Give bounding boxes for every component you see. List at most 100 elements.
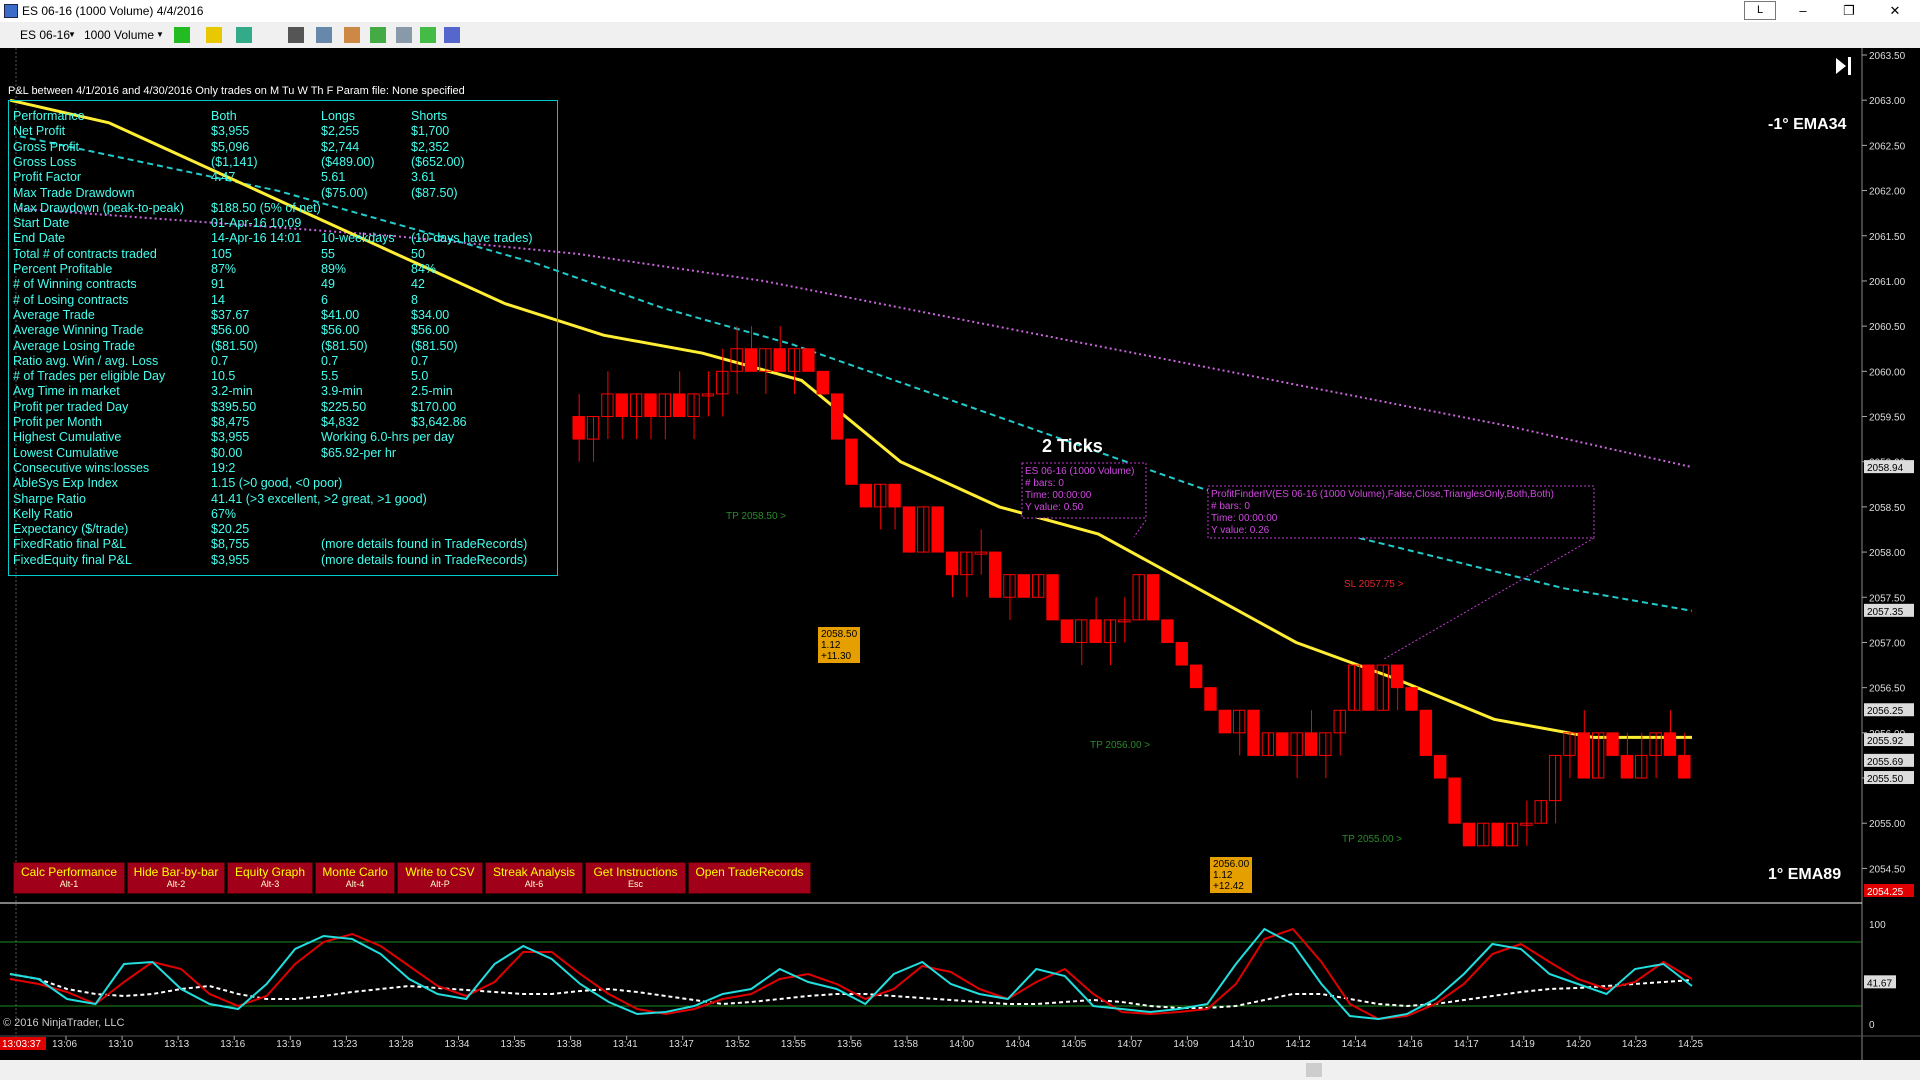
price-tag-label: 2055.92	[1867, 736, 1904, 747]
zoom-icon[interactable]	[316, 27, 332, 43]
instrument-selector[interactable]: ES 06-16	[20, 28, 71, 42]
price-tick-label: 2061.50	[1869, 232, 1906, 243]
data-box-icon[interactable]	[396, 27, 412, 43]
button-hotkey: Alt-1	[59, 879, 79, 889]
stats-row-value: ($75.00)	[321, 185, 368, 200]
candle-body	[802, 348, 815, 372]
button-get-instructions[interactable]: Get Instructions Esc	[585, 862, 686, 894]
tooltip-pointer	[1383, 537, 1595, 660]
price-tick-label: 2063.00	[1869, 96, 1906, 107]
stats-row-value: 49	[321, 277, 335, 292]
candle-body	[1017, 574, 1030, 598]
stats-row-label: Expectancy ($/trade)	[13, 522, 129, 537]
stats-row-value: $3,642.86	[411, 415, 467, 429]
oscillator-tag	[1864, 975, 1896, 989]
time-tick-label: 14:17	[1454, 1039, 1479, 1050]
button-label: Streak Analysis	[492, 865, 576, 879]
scroll-to-end-icon[interactable]	[1836, 57, 1851, 75]
close-button[interactable]: ✕	[1889, 3, 1901, 18]
stats-row-value: 14	[211, 292, 225, 307]
stats-row-label: Sharpe Ratio	[13, 491, 86, 506]
price-tick-label: 2060.00	[1869, 367, 1906, 378]
restore-button[interactable]: ❐	[1843, 3, 1855, 18]
button-calc-performance[interactable]: Calc Performance Alt-1	[13, 862, 125, 894]
time-tick-label: 14:14	[1342, 1039, 1367, 1050]
time-tick-label: 13:38	[557, 1039, 582, 1050]
button-write-to-csv[interactable]: Write to CSV Alt-P	[397, 862, 483, 894]
horizontal-scrollbar[interactable]	[0, 1060, 1920, 1080]
stats-row-value: 19:2	[211, 460, 236, 475]
stats-row-value: 2.5-min	[411, 384, 453, 399]
time-tick-label: 14:04	[1005, 1039, 1030, 1050]
button-equity-graph[interactable]: Equity Graph Alt-3	[227, 862, 313, 894]
trade-box-line: 2056.00	[1213, 859, 1250, 870]
stats-row-value: $2,744	[321, 139, 360, 154]
stats-row-value: 3.2-min	[211, 384, 253, 399]
drawing-tool-icon[interactable]	[206, 27, 222, 43]
candle-body	[1606, 732, 1619, 756]
oscillator-fast-line	[9, 927, 1693, 1021]
chevron-down-icon[interactable]: ▼	[156, 30, 164, 39]
tooltip-pointer	[1133, 519, 1147, 538]
tooltip-line: ES 06-16 (1000 Volume)	[1025, 466, 1135, 477]
trade-box-line: 2058.50	[821, 629, 858, 640]
price-tick-label: 2060.50	[1869, 322, 1906, 333]
candle-body	[830, 393, 844, 440]
stats-row-value: ($81.50)	[321, 338, 368, 353]
stats-column-header: Longs	[321, 109, 356, 123]
candle-body	[888, 483, 901, 508]
button-label: Hide Bar-by-bar	[133, 865, 219, 879]
time-tick-label: 14:10	[1229, 1039, 1254, 1050]
candle-body	[1175, 641, 1188, 666]
window-title: ES 06-16 (1000 Volume) 4/4/2016	[22, 4, 204, 18]
price-tag-p2	[1864, 733, 1914, 747]
stats-row-value: (more details found in TradeRecords)	[321, 552, 528, 567]
oscillator-tag-label: 41.67	[1867, 978, 1892, 989]
time-tick-label: 14:07	[1117, 1039, 1142, 1050]
trade-box-line: 1.12	[1213, 870, 1233, 881]
layout-button[interactable]: L	[1744, 1, 1776, 20]
trade-box-line: +12.42	[1213, 881, 1244, 892]
price-tick-label: 2054.50	[1869, 864, 1906, 875]
indicator-icon[interactable]	[236, 27, 252, 43]
stats-row-label: Start Date	[13, 216, 70, 231]
app-icon	[4, 4, 18, 18]
interval-selector[interactable]: 1000 Volume	[84, 28, 155, 42]
indicator-lines	[9, 98, 1693, 739]
price-tag-label: 2057.35	[1867, 607, 1904, 618]
time-tick-label: 13:13	[164, 1039, 189, 1050]
window-icon[interactable]	[444, 27, 460, 43]
candle-body	[1362, 664, 1375, 711]
button-streak-analysis[interactable]: Streak Analysis Alt-6	[485, 862, 583, 894]
tooltip-line: # bars: 0	[1211, 501, 1250, 512]
stats-row-value: 0.7	[211, 353, 229, 368]
stats-row-value: $3,955	[211, 124, 250, 139]
stats-row-value: 0.7	[411, 353, 429, 368]
bar-type-icon[interactable]	[174, 27, 190, 43]
price-axis: 2063.50 2063.00 2062.50 2062.00 2061.50 2061.…	[1862, 51, 1906, 875]
button-hide-bar-by-bar[interactable]: Hide Bar-by-bar Alt-2	[127, 862, 225, 894]
crosshair-icon[interactable]	[288, 27, 304, 43]
button-open-traderecords[interactable]: Open TradeRecords	[688, 862, 811, 894]
dollar-icon[interactable]	[420, 27, 436, 43]
stats-column-header: Both	[211, 109, 237, 123]
candle-body	[1563, 732, 1576, 756]
price-tick-label: 2058.00	[1869, 548, 1906, 559]
stats-row-value: ($489.00)	[321, 154, 375, 169]
scrollbar-thumb[interactable]	[1306, 1063, 1322, 1077]
price-tag-current	[1864, 884, 1914, 897]
tooltip-line: ProfitFinderIV(ES 06-16 (1000 Volume),Fa…	[1211, 489, 1554, 500]
oscillator-signal-line	[9, 973, 1693, 1009]
candle-body	[1003, 574, 1016, 598]
strategy-icon[interactable]	[370, 27, 386, 43]
minimize-button[interactable]: –	[1799, 3, 1807, 18]
stats-row-label: Consecutive wins:losses	[13, 460, 150, 475]
stats-row-value: (more details found in TradeRecords)	[321, 537, 528, 552]
price-tag-label: 2055.50	[1867, 774, 1904, 785]
chevron-down-icon[interactable]: ▼	[68, 30, 76, 39]
chart-properties-icon[interactable]	[344, 27, 360, 43]
candle-body	[917, 506, 930, 553]
candle-body	[859, 483, 873, 508]
stats-row-value: 1.15 (>0 good, <0 poor)	[211, 476, 343, 491]
button-monte-carlo[interactable]: Monte Carlo Alt-4	[315, 862, 395, 894]
